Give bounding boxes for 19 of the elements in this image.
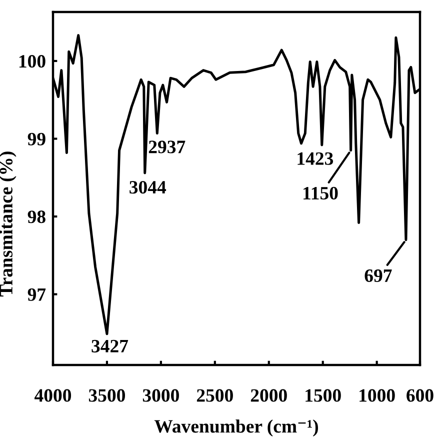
x-tick-label: 4000 bbox=[34, 389, 72, 402]
x-tick-label: 3500 bbox=[88, 389, 126, 402]
annotation: 3427 bbox=[92, 340, 128, 352]
x-tick-label: 2500 bbox=[196, 389, 233, 402]
x-axis-title: Wavenumber (cm⁻¹) bbox=[154, 420, 318, 437]
y-tick-label: 100 bbox=[19, 55, 46, 68]
x-tick-label: 1000 bbox=[360, 389, 395, 402]
annotation: 1150 bbox=[304, 186, 338, 200]
y-tick-label: 99 bbox=[28, 132, 46, 146]
annotation: 3044 bbox=[130, 180, 166, 194]
annotation: 1423 bbox=[298, 152, 334, 165]
y-tick-label: 98 bbox=[28, 210, 46, 224]
annotation: 2937 bbox=[148, 140, 186, 154]
x-tick-label: 600 bbox=[406, 389, 434, 402]
x-tick-label: 3000 bbox=[142, 389, 179, 402]
x-tick-label: 1500 bbox=[306, 389, 341, 402]
x-tick-label: 2000 bbox=[250, 389, 287, 402]
y-tick-label: 97 bbox=[28, 288, 46, 301]
annotation: 697 bbox=[364, 269, 392, 282]
